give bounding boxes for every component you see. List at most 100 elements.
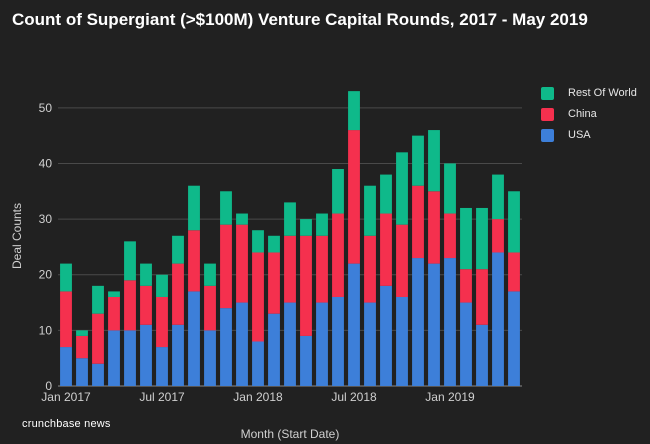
bar-segment-rest-of-world: [428, 130, 440, 192]
bar-segment-rest-of-world: [380, 174, 392, 214]
x-tick-label: Jan 2017: [41, 390, 91, 404]
bar-segment-china: [124, 280, 136, 331]
bar-segment-usa: [268, 313, 280, 386]
bar-segment-usa: [348, 263, 360, 386]
x-tick-label: Jul 2018: [331, 390, 377, 404]
legend-item-usa: USA: [541, 128, 591, 142]
bar-segment-usa: [140, 324, 152, 386]
bar-segment-rest-of-world: [124, 241, 136, 281]
bar-segment-usa: [236, 302, 248, 386]
bar-segment-china: [508, 252, 520, 292]
legend-label: Rest Of World: [568, 87, 637, 99]
y-tick-label: 20: [39, 268, 53, 282]
y-tick-label: 30: [39, 212, 53, 226]
bar-segment-usa: [444, 258, 456, 386]
legend-label: China: [568, 108, 597, 120]
bar-segment-rest-of-world: [220, 191, 232, 225]
bar-segment-china: [108, 296, 120, 331]
bar-segment-china: [300, 235, 312, 336]
x-tick-label: Jan 2019: [425, 390, 475, 404]
bar-segment-rest-of-world: [460, 207, 472, 270]
bar-segment-rest-of-world: [396, 152, 408, 225]
bar-segment-usa: [428, 263, 440, 386]
bar-segment-usa: [364, 302, 376, 386]
chart-title: Count of Supergiant (>$100M) Venture Cap…: [12, 10, 588, 29]
bar-segment-rest-of-world: [204, 263, 216, 286]
bar-segment-china: [380, 213, 392, 286]
bar-segment-usa: [300, 335, 312, 386]
bar-segment-rest-of-world: [108, 291, 120, 297]
bar-segment-rest-of-world: [188, 185, 200, 231]
y-tick-label: 10: [39, 323, 53, 337]
bar-segment-usa: [316, 302, 328, 386]
legend-label: USA: [568, 129, 591, 141]
bar-segment-china: [140, 285, 152, 325]
bar-segment-china: [60, 291, 72, 348]
bar-segment-rest-of-world: [412, 135, 424, 186]
bar-segment-china: [492, 219, 504, 253]
x-tick-label: Jul 2017: [139, 390, 185, 404]
bar-segment-rest-of-world: [172, 235, 184, 264]
bar-segment-usa: [92, 363, 104, 386]
bar-segment-usa: [172, 324, 184, 386]
bar-segment-rest-of-world: [156, 274, 168, 297]
brand-logo-text: crunchbase news: [22, 418, 111, 430]
bar-segment-china: [444, 213, 456, 259]
bar-segment-rest-of-world: [92, 285, 104, 314]
bar-segment-usa: [508, 291, 520, 386]
bar-segment-usa: [412, 258, 424, 386]
bar-segment-usa: [156, 347, 168, 386]
bar-segment-china: [156, 296, 168, 348]
bar-segment-usa: [460, 302, 472, 386]
legend-swatch: [541, 86, 554, 100]
legend-swatch: [541, 107, 554, 121]
bar-segment-rest-of-world: [476, 207, 488, 270]
bar-segment-china: [428, 191, 440, 264]
y-axis-ticks: 0 10 20 30 40 50: [39, 101, 53, 393]
bar-segment-rest-of-world: [252, 230, 264, 253]
y-tick-label: 0: [45, 379, 52, 393]
bar-segment-china: [236, 224, 248, 303]
y-tick-label: 50: [39, 101, 53, 115]
bar-segment-usa: [124, 330, 136, 386]
legend-item-rest-of-world: Rest Of World: [541, 86, 637, 100]
bar-segment-china: [92, 313, 104, 364]
bar-segment-rest-of-world: [316, 213, 328, 236]
bar-segment-china: [268, 252, 280, 314]
bar-segment-rest-of-world: [76, 330, 88, 336]
bar-segment-usa: [60, 347, 72, 386]
legend-item-china: China: [541, 107, 597, 121]
bar-segment-china: [172, 263, 184, 325]
bar-segment-usa: [284, 302, 296, 386]
bar-segment-usa: [108, 330, 120, 386]
bar-segment-usa: [396, 296, 408, 386]
bar-segment-china: [204, 285, 216, 331]
bar-segment-china: [188, 230, 200, 292]
bar-segment-rest-of-world: [348, 91, 360, 131]
bar-segment-china: [364, 235, 376, 303]
bar-segment-usa: [220, 308, 232, 386]
bar-segment-china: [332, 213, 344, 297]
bar-segment-china: [284, 235, 296, 303]
bar-segment-china: [476, 269, 488, 325]
bar-segment-china: [76, 335, 88, 359]
x-axis-label: Month (Start Date): [241, 427, 340, 441]
bar-segment-usa: [204, 330, 216, 386]
bar-segment-rest-of-world: [284, 202, 296, 236]
bars: [60, 91, 520, 386]
bar-segment-usa: [476, 324, 488, 386]
bar-segment-rest-of-world: [444, 163, 456, 214]
bar-segment-china: [412, 185, 424, 259]
bar-segment-rest-of-world: [60, 263, 72, 292]
bar-segment-usa: [332, 296, 344, 386]
bar-segment-rest-of-world: [300, 219, 312, 236]
bar-segment-rest-of-world: [364, 185, 376, 236]
bar-segment-usa: [76, 358, 88, 386]
bar-segment-china: [252, 252, 264, 342]
y-axis-label: Deal Counts: [10, 203, 24, 269]
x-tick-label: Jan 2018: [233, 390, 283, 404]
bar-segment-china: [396, 224, 408, 297]
bar-segment-usa: [492, 252, 504, 386]
legend-swatch: [541, 128, 554, 142]
